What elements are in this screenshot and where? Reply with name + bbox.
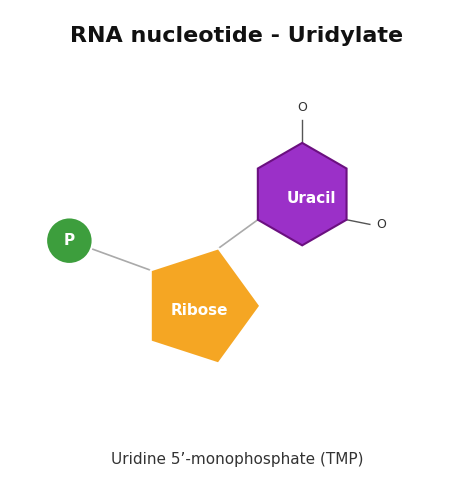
Circle shape [46,218,92,264]
Polygon shape [258,143,346,246]
Polygon shape [151,248,260,364]
Text: Uracil: Uracil [287,192,336,206]
Text: P: P [64,233,75,248]
Text: RNA nucleotide - Uridylate: RNA nucleotide - Uridylate [71,26,403,46]
Text: Uridine 5’-monophosphate (TMP): Uridine 5’-monophosphate (TMP) [111,452,363,467]
Text: Ribose: Ribose [171,303,228,318]
Text: O: O [297,102,307,114]
Text: O: O [376,218,386,231]
